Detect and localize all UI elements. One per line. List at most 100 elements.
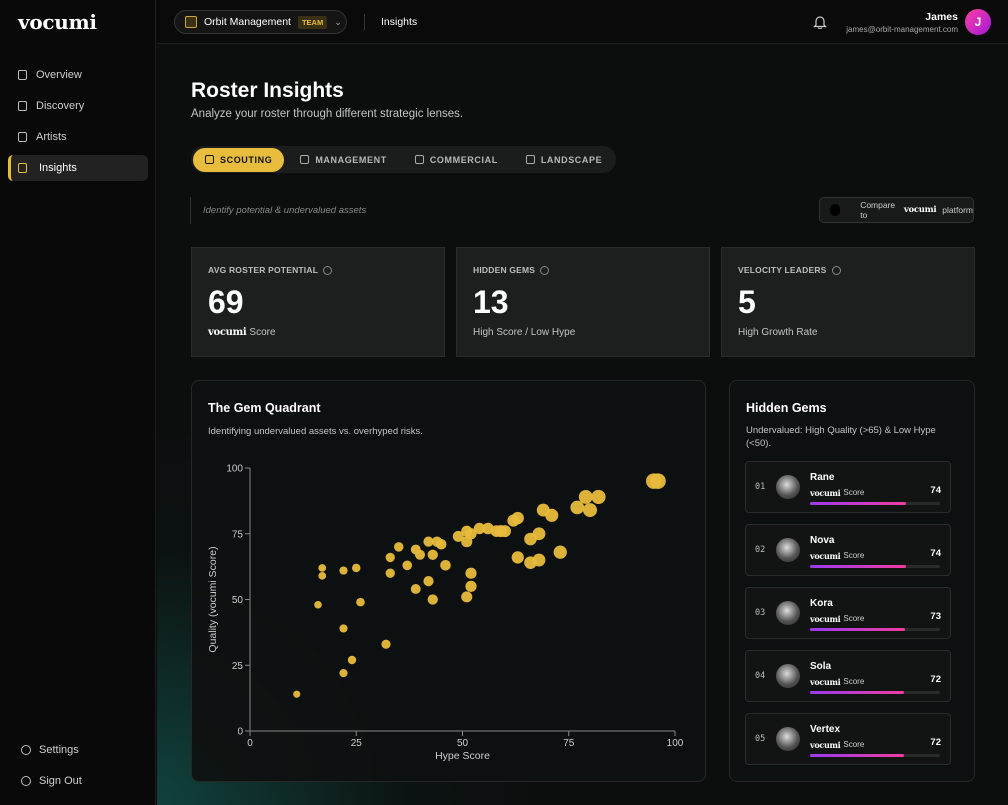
point (352, 563, 361, 573)
point (461, 591, 473, 603)
tab[interactable]: COMMERCIAL (403, 148, 510, 172)
point (385, 568, 395, 578)
chart: The Gem Quadrant Identifying undervalued … (207, 401, 684, 762)
score-bar (810, 691, 904, 694)
toggle-knob (830, 204, 841, 216)
point (511, 551, 524, 564)
breadcrumb[interactable]: Insights (381, 16, 418, 28)
point (410, 584, 421, 594)
sidebar: vocumi Overview Discovery Artists Insights S… (0, 0, 156, 805)
gem-brand: vocumi (810, 551, 841, 561)
nav-item[interactable]: Settings (11, 737, 151, 763)
x-tick-label: 75 (563, 738, 575, 749)
point (318, 571, 327, 580)
point (583, 503, 597, 518)
x-tick-label: 100 (667, 738, 684, 749)
gem-item[interactable]: 02 Nova vocumi Score 74 (745, 524, 951, 576)
point (465, 567, 477, 579)
nav-icon (18, 132, 27, 142)
chevron: ⌄ (334, 16, 342, 27)
y-tick-label: 25 (232, 661, 244, 672)
gem-score-text: Score (843, 488, 865, 497)
gem-brand: vocumi (810, 740, 841, 750)
org-icon (185, 16, 197, 28)
gem-item[interactable]: 01 Rane vocumi Score 74 (745, 461, 951, 513)
chart-card: The Gem Quadrant Identifying undervalued … (191, 380, 706, 782)
gem-rank: 02 (755, 545, 766, 555)
tab-icon (205, 155, 214, 164)
score-bar (810, 565, 907, 568)
gem-brand: vocumi (810, 614, 841, 624)
tab[interactable]: MANAGEMENT (288, 148, 399, 172)
point (385, 552, 395, 563)
gem-photo (776, 538, 800, 562)
stat-note: vocumi Score (208, 327, 276, 338)
compare-toggle[interactable]: Compare to vocumi platform (819, 197, 974, 223)
gem-score: 74 (930, 485, 941, 496)
stat-card: VELOCITY LEADERS 5 High Growth Rate (721, 247, 975, 357)
user-email: james@orbit-management.com (846, 25, 958, 34)
point (650, 473, 666, 489)
gem-score-label: vocumi Score (810, 551, 864, 561)
point (339, 624, 348, 633)
lens-note: Identify potential & undervalued assets (190, 197, 366, 224)
info-icon (540, 265, 550, 275)
point (436, 539, 447, 550)
nav-item[interactable]: Insights (8, 155, 148, 181)
nav-item[interactable]: Artists (8, 124, 148, 150)
tab[interactable]: SCOUTING (193, 147, 285, 172)
x-tick-label: 50 (457, 738, 469, 749)
gem-score-text: Score (843, 677, 865, 686)
score-bar (810, 754, 904, 757)
gem-score-text: Score (843, 614, 865, 623)
point (578, 489, 593, 504)
gem-photo (776, 601, 800, 625)
nav-item[interactable]: Sign Out (11, 768, 151, 794)
page-subtitle: Analyze your roster through different st… (191, 108, 464, 120)
gem-item[interactable]: 05 Vertex vocumi Score 72 (745, 713, 951, 765)
x-tick-label: 25 (351, 738, 363, 749)
point (532, 553, 546, 567)
badge: TEAM (297, 15, 328, 29)
gem-photo (776, 475, 800, 499)
point (318, 564, 327, 572)
point (427, 594, 438, 605)
tab-icon (414, 155, 424, 164)
stat-value: 5 (738, 284, 756, 320)
point (314, 600, 322, 609)
tab-label: MANAGEMENT (315, 154, 387, 165)
org-switcher[interactable]: Orbit Management TEAM ⌄ (174, 10, 347, 34)
gem-score-text: Score (843, 551, 865, 560)
nav-item[interactable]: Overview (8, 62, 148, 88)
gem-score: 74 (930, 548, 941, 559)
tab-label: COMMERCIAL (429, 154, 498, 165)
divider (364, 14, 365, 30)
chart-title: The Gem Quadrant (208, 401, 321, 415)
gem-rank: 05 (755, 734, 766, 744)
tab[interactable]: LANDSCAPE (514, 148, 614, 172)
bell-icon[interactable] (813, 14, 827, 29)
stat-card: AVG ROSTER POTENTIAL 69 vocumi Score (191, 247, 445, 357)
point (402, 560, 413, 571)
stat-label: AVG ROSTER POTENTIAL (208, 265, 333, 275)
nav-icon (18, 101, 27, 111)
gem-item[interactable]: 04 Sola vocumi Score 72 (745, 650, 951, 702)
tab-icon (300, 155, 310, 164)
nav-item[interactable]: Discovery (8, 93, 148, 119)
org-name: Orbit Management (204, 16, 291, 28)
stat-value: 69 (208, 284, 244, 320)
gem-item[interactable]: 03 Kora vocumi Score 73 (745, 587, 951, 639)
avatar[interactable]: J (965, 9, 991, 35)
gem-name: Sola (810, 661, 832, 672)
stat-label: VELOCITY LEADERS (738, 265, 841, 275)
y-axis-label: Quality (vocumi Score) (207, 546, 219, 652)
point (347, 655, 357, 665)
y-tick-label: 75 (232, 529, 244, 540)
stat-note: High Growth Rate (738, 327, 817, 338)
gem-score: 72 (930, 674, 941, 685)
compare-suffix: platform (942, 205, 973, 215)
score-bar (810, 502, 907, 505)
gem-score-label: vocumi Score (810, 614, 864, 624)
gem-photo (776, 727, 800, 751)
nav-icon (18, 163, 27, 173)
